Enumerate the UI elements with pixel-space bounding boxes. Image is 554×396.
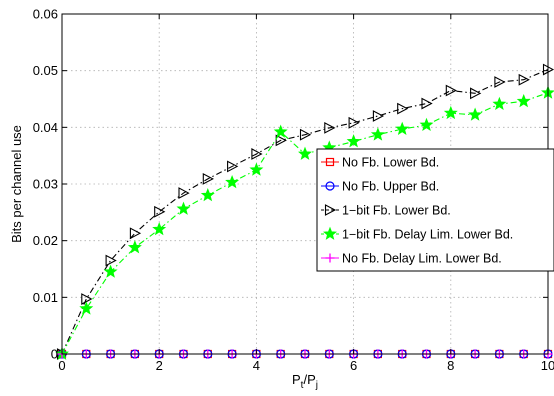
data-point xyxy=(251,148,263,160)
data-point xyxy=(273,124,288,138)
legend-marker xyxy=(324,204,337,216)
legend-marker xyxy=(325,181,335,191)
data-point xyxy=(176,201,191,215)
data-point xyxy=(397,102,409,115)
data-point xyxy=(81,293,93,305)
legend-label: 1−bit Fb. Delay Lim. Lower Bd. xyxy=(342,228,513,242)
data-point xyxy=(202,172,214,185)
data-point xyxy=(348,116,360,129)
data-point xyxy=(152,222,167,236)
y-tick-label: 0.02 xyxy=(33,233,58,248)
data-point xyxy=(249,162,264,176)
x-tick-label: 4 xyxy=(253,358,260,373)
data-point xyxy=(468,107,483,121)
x-tick-label: 0 xyxy=(58,358,65,373)
data-point xyxy=(370,127,385,141)
legend-label: No Fb. Upper Bd. xyxy=(342,180,439,194)
data-point xyxy=(492,96,507,111)
data-point xyxy=(127,240,142,254)
data-point xyxy=(227,160,239,173)
data-point xyxy=(105,254,117,267)
data-point xyxy=(103,264,118,278)
x-tick-label: 2 xyxy=(156,358,163,373)
y-tick-label: 0 xyxy=(51,347,58,362)
legend-marker xyxy=(325,253,335,263)
legend-entry: No Fb. Lower Bd. xyxy=(321,156,439,170)
data-point xyxy=(154,205,166,218)
series-line xyxy=(61,69,549,355)
legend-entry: 1−bit Fb. Delay Lim. Lower Bd. xyxy=(321,226,513,242)
data-point xyxy=(372,110,385,122)
x-tick-label: 6 xyxy=(350,358,357,373)
legend-label: No Fb. Delay Lim. Lower Bd. xyxy=(342,252,502,266)
legend: No Fb. Lower Bd. No Fb. Upper Bd. 1−bit Fb… xyxy=(316,148,554,272)
data-point xyxy=(225,174,240,189)
legend-label: 1−bit Fb. Lower Bd. xyxy=(342,204,451,218)
y-tick-label: 0.01 xyxy=(33,290,58,305)
legend-entry: 1−bit Fb. Lower Bd. xyxy=(321,204,451,218)
data-point xyxy=(494,76,506,88)
data-point xyxy=(516,93,531,108)
y-tick-label: 0.06 xyxy=(33,7,58,22)
legend-box xyxy=(316,148,554,272)
ticks: 0 2 4 6 8 10 0 0.01 0.02 0.03 0.04 0.05 0.06 xyxy=(33,7,554,374)
y-tick-label: 0.04 xyxy=(33,120,58,135)
legend-label: No Fb. Lower Bd. xyxy=(342,156,439,170)
data-point xyxy=(443,105,458,120)
x-tick-label: 10 xyxy=(541,358,554,373)
x-axis-label: Pt​/Pj​ xyxy=(292,372,318,391)
legend-marker xyxy=(325,157,335,167)
x-tick-label: 8 xyxy=(447,358,454,373)
data-point xyxy=(395,121,410,135)
data-point xyxy=(79,301,94,315)
data-point xyxy=(445,84,457,97)
y-tick-label: 0.05 xyxy=(33,63,58,78)
legend-entry: No Fb. Upper Bd. xyxy=(321,180,439,194)
data-point xyxy=(275,134,287,147)
data-point xyxy=(518,73,530,86)
y-tick-label: 0.03 xyxy=(33,177,58,192)
data-point xyxy=(324,121,336,134)
data-point xyxy=(299,128,312,141)
data-point xyxy=(129,227,142,240)
data-point xyxy=(178,187,190,199)
legend-marker xyxy=(323,226,337,240)
x-axis-label-text: Pt​/Pj​ xyxy=(292,372,318,391)
data-point xyxy=(200,188,215,202)
data-point xyxy=(421,97,433,110)
data-point xyxy=(470,87,482,100)
data-point xyxy=(346,134,361,148)
data-point xyxy=(298,146,312,160)
legend-entry: No Fb. Delay Lim. Lower Bd. xyxy=(321,252,502,266)
data-point xyxy=(419,117,434,132)
y-axis-label: Bits per channel use xyxy=(9,125,24,243)
